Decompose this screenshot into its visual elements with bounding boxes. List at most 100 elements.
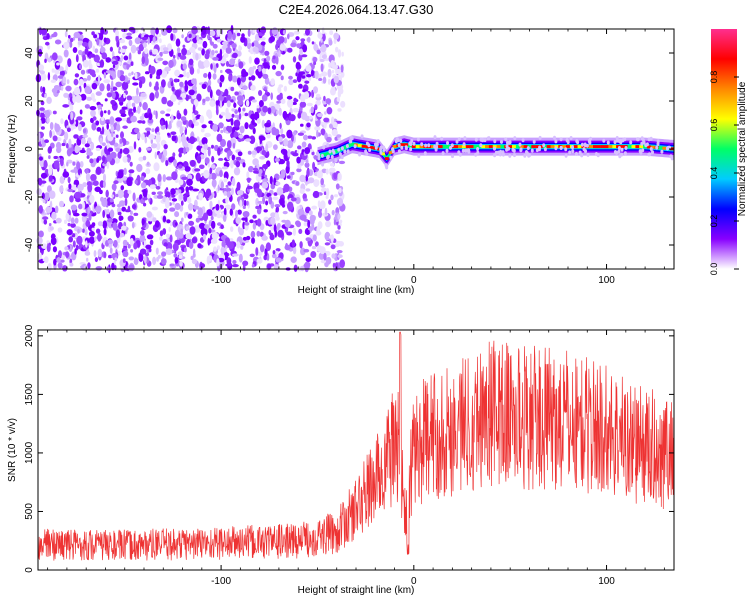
signal-halo-speck <box>424 143 428 148</box>
noise-speck <box>161 79 166 88</box>
noise-speck <box>48 164 53 169</box>
noise-speck <box>151 191 156 195</box>
noise-speck <box>53 258 57 266</box>
noise-speck <box>106 83 111 92</box>
noise-speck <box>186 120 189 128</box>
signal-halo-speck <box>326 155 330 160</box>
noise-speck <box>255 197 259 207</box>
signal-halo-speck <box>508 153 512 158</box>
signal-halo-speck <box>578 150 582 155</box>
noise-speck <box>262 136 266 141</box>
signal-core-cell <box>485 145 490 149</box>
noise-speck <box>161 96 167 105</box>
noise-speck <box>101 126 105 135</box>
noise-speck <box>87 75 91 81</box>
signal-halo-speck <box>417 154 421 159</box>
noise-speck <box>249 253 255 258</box>
noise-speck <box>72 47 78 53</box>
noise-speck <box>256 208 262 215</box>
noise-speck <box>191 237 198 244</box>
noise-speck <box>137 50 141 55</box>
noise-speck <box>258 169 263 174</box>
noise-speck <box>57 227 63 233</box>
noise-speck <box>331 69 335 74</box>
noise-speck <box>106 92 113 98</box>
signal-core-cell <box>477 145 482 149</box>
signal-halo-speck <box>449 145 452 150</box>
noise-speck <box>248 56 252 64</box>
noise-speck <box>335 68 342 73</box>
noise-speck <box>286 129 293 139</box>
noise-speck <box>275 56 279 65</box>
noise-speck <box>197 60 203 69</box>
noise-speck <box>204 52 210 60</box>
noise-speck <box>309 214 316 222</box>
noise-speck <box>48 146 52 154</box>
noise-speck <box>285 165 290 174</box>
noise-speck <box>144 48 149 55</box>
noise-speck <box>255 247 259 256</box>
noise-speck <box>132 28 136 34</box>
noise-speck <box>306 135 313 139</box>
noise-speck <box>128 52 132 61</box>
noise-speck <box>279 44 287 51</box>
noise-speck <box>136 163 143 173</box>
noise-speck <box>215 203 220 211</box>
noise-speck <box>240 245 244 250</box>
noise-speck <box>113 187 116 192</box>
noise-speck <box>283 85 288 92</box>
noise-speck <box>251 150 258 155</box>
noise-speck <box>68 100 71 107</box>
noise-speck <box>151 143 158 149</box>
noise-speck <box>334 194 338 198</box>
noise-speck <box>136 87 139 96</box>
noise-speck <box>320 38 323 43</box>
noise-speck <box>202 212 209 222</box>
noise-speck <box>286 160 290 167</box>
noise-speck <box>215 63 219 68</box>
noise-speck <box>89 158 94 164</box>
noise-speck <box>256 218 262 227</box>
noise-speck <box>293 131 297 136</box>
noise-speck <box>86 257 89 262</box>
noise-speck <box>320 44 327 53</box>
noise-speck <box>147 118 154 124</box>
noise-speck <box>290 171 295 176</box>
noise-speck <box>265 143 269 153</box>
noise-speck <box>174 211 180 218</box>
spectrogram-y-tick-label: -40 <box>24 237 35 252</box>
noise-speck <box>301 141 307 148</box>
noise-speck <box>251 237 255 244</box>
noise-speck <box>62 265 68 272</box>
signal-halo-speck <box>340 155 344 160</box>
signal-core-cell <box>639 145 644 149</box>
noise-speck <box>231 43 237 49</box>
noise-speck <box>117 82 123 86</box>
noise-speck <box>192 205 200 210</box>
noise-speck <box>205 96 211 102</box>
noise-speck <box>207 237 211 246</box>
noise-speck <box>163 242 168 247</box>
noise-speck <box>81 212 88 217</box>
snr-y-tick-label: 1500 <box>24 383 35 406</box>
noise-speck <box>265 242 271 252</box>
noise-speck <box>269 234 275 241</box>
noise-speck <box>302 89 307 93</box>
noise-speck <box>320 128 326 136</box>
noise-speck <box>225 197 229 204</box>
snr-y-tick-label: 0 <box>24 567 35 573</box>
signal-core-cell <box>566 145 570 149</box>
noise-speck <box>88 230 95 237</box>
noise-speck <box>300 94 306 103</box>
noise-speck <box>75 54 79 63</box>
noise-speck <box>70 169 77 173</box>
signal-halo-speck <box>337 147 341 152</box>
noise-speck <box>127 157 131 163</box>
noise-speck <box>75 197 81 203</box>
noise-speck <box>177 52 182 57</box>
noise-speck <box>59 185 64 193</box>
noise-speck <box>228 74 233 82</box>
noise-speck <box>65 251 70 258</box>
noise-speck <box>170 114 174 123</box>
noise-speck <box>270 92 274 100</box>
